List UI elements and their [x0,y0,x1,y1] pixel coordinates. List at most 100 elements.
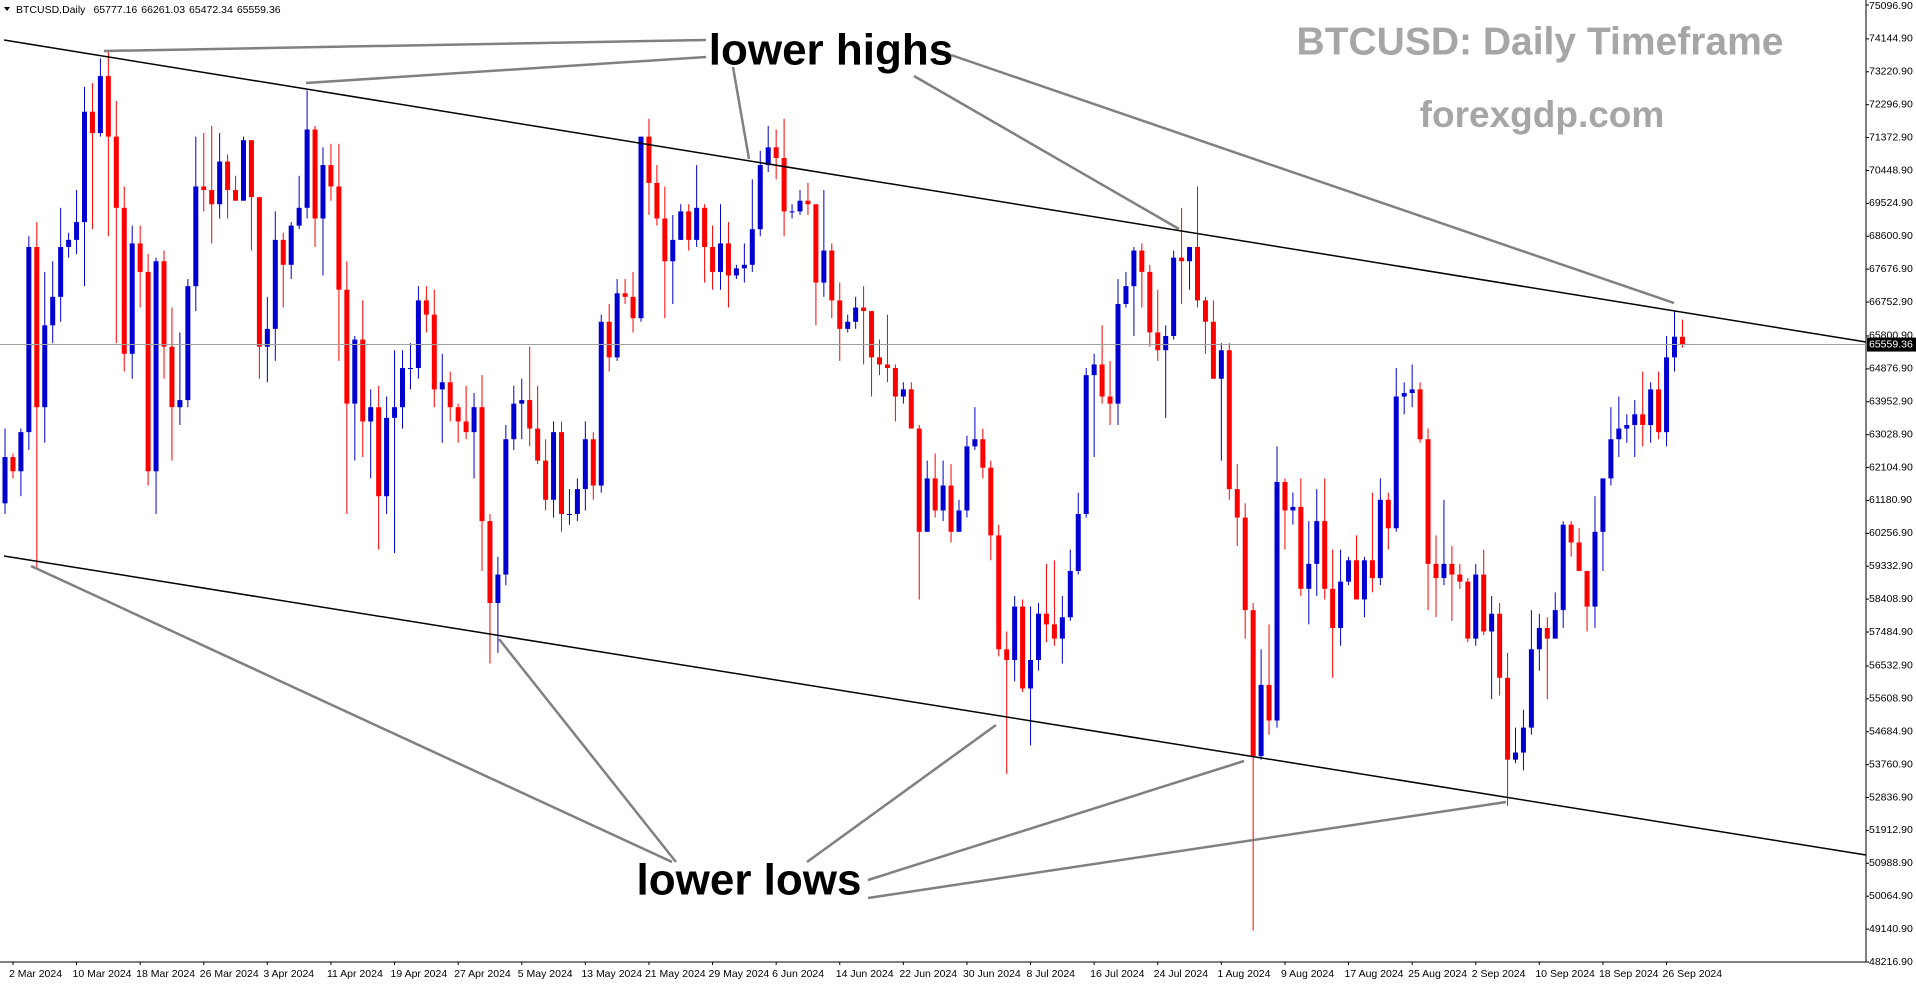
menu-arrow [4,7,10,11]
candle-body [1433,563,1439,579]
candle-body [1123,286,1129,304]
candle-body [932,478,938,511]
candle-body [1131,250,1137,287]
candle-body [511,403,517,440]
x-tick-label: 5 May 2024 [518,968,573,980]
candle-body [42,325,48,408]
candle-body [590,439,596,486]
candle-body [344,289,350,404]
candle-body [376,407,382,497]
candle-body [1528,649,1534,728]
candle-body [503,439,509,575]
candle-body [1656,389,1662,433]
candle-body [869,311,875,358]
candle-body [177,400,183,408]
y-tick-label: 64876.90 [1869,363,1913,375]
candle-body [1266,684,1272,721]
candle-body [1234,489,1240,518]
trendlines [3,39,1867,856]
candle-body [1163,335,1169,351]
candle-body [1012,606,1018,660]
candle-body [1330,588,1336,628]
candle-body [1536,627,1542,650]
candle-body [1099,364,1105,397]
candle-body [439,382,445,390]
y-tick-label: 69524.90 [1869,197,1913,209]
x-tick-label: 8 Jul 2024 [1027,968,1076,980]
y-tick-label: 70448.90 [1869,164,1913,176]
candle-body [543,460,549,500]
candle-body [1648,389,1654,426]
symbol: BTCUSD,Daily [16,4,86,16]
y-tick-label: 48216.90 [1869,956,1913,968]
y-tick-label: 58408.90 [1869,593,1913,605]
y-tick-label: 67676.90 [1869,263,1913,275]
candle-body [1552,610,1558,639]
candle-body [900,389,906,397]
candle-body [1059,617,1065,639]
y-tick-label: 49140.90 [1869,923,1913,935]
x-tick-label: 26 Sep 2024 [1663,968,1723,980]
header-low: 65472.34 [189,4,233,16]
candle-body [725,243,731,276]
candle-body [217,161,223,205]
candle-body [527,400,533,429]
candle-body [1314,521,1320,564]
candle-body [1242,517,1248,611]
y-tick-label: 74144.90 [1869,33,1913,45]
chart-title: BTCUSD: Daily Timeframe [1297,20,1784,63]
candle-body [757,165,763,230]
header-close: 65559.36 [237,4,281,16]
x-tick-label: 10 Mar 2024 [73,968,132,980]
pointer [103,38,707,53]
candle-body [1354,560,1359,600]
candle-body [972,439,978,447]
candle-body [89,111,95,134]
candle-body [288,225,294,265]
candle-body [1020,606,1026,689]
candle-body [1377,499,1383,579]
x-tick-label: 14 Jun 2024 [836,968,894,980]
candle-body [821,250,827,283]
candle-body [773,147,779,158]
y-tick-label: 73220.90 [1869,66,1913,78]
candle-body [1258,684,1264,757]
candle-body [908,389,914,429]
candle-body [1147,271,1153,333]
x-tick-label: 17 Aug 2024 [1345,968,1404,980]
candle-body [312,129,318,219]
annotation: lower highs [709,26,953,75]
candle-body [1632,414,1638,426]
candle-body [1592,531,1598,607]
candle-body [1401,392,1407,397]
candle-body [980,439,986,468]
y-tick-label: 63952.90 [1869,396,1913,408]
candle-body [74,222,80,240]
candle-body [805,200,811,205]
candle-body [1679,336,1685,345]
candle-body [336,186,342,290]
candle-body [296,207,302,226]
candle-body [646,136,652,183]
x-tick-label: 16 Jul 2024 [1090,968,1144,980]
y-tick-label: 51912.90 [1869,824,1913,836]
y-tick-label: 72296.90 [1869,98,1913,110]
candle-body [161,261,167,347]
y-tick-label: 50064.90 [1869,890,1913,902]
candle-body [1083,375,1089,515]
candle-body [1004,649,1010,660]
x-tick-label: 26 Mar 2024 [200,968,259,980]
candle-body [996,535,1002,650]
candle-body [884,364,890,369]
pointer [731,66,751,160]
candle-body [185,286,191,401]
candle-body [702,207,708,247]
annotation: lower lows [637,856,862,905]
candle-body [1664,357,1670,433]
candle-body [1672,336,1677,358]
pointer [867,800,1507,900]
candles [2,51,1685,931]
candle-body [105,76,111,137]
candle-body [82,111,87,223]
